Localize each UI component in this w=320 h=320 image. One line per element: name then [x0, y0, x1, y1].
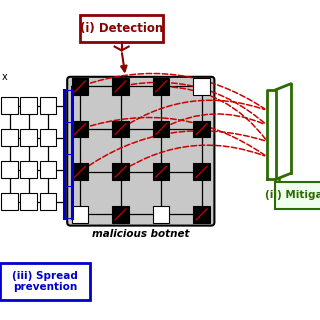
FancyBboxPatch shape	[0, 263, 90, 300]
Bar	[153, 164, 169, 180]
Bar	[112, 78, 129, 95]
Bar	[1, 129, 18, 146]
Text: (i) Detection: (i) Detection	[80, 22, 163, 35]
FancyBboxPatch shape	[275, 181, 320, 209]
Bar	[193, 206, 210, 223]
Text: (ii) Mitigati...: (ii) Mitigati...	[265, 190, 320, 200]
Bar	[193, 164, 210, 180]
Bar	[153, 206, 169, 223]
Bar	[40, 193, 56, 210]
Bar	[20, 129, 37, 146]
FancyBboxPatch shape	[80, 15, 163, 43]
Bar	[1, 161, 18, 178]
Bar	[40, 97, 56, 114]
Bar	[193, 78, 210, 95]
Bar	[20, 193, 37, 210]
Bar	[20, 97, 37, 114]
Bar	[72, 206, 88, 223]
Bar	[1, 193, 18, 210]
Text: x: x	[2, 72, 7, 82]
Bar	[1, 97, 18, 114]
FancyBboxPatch shape	[67, 77, 214, 226]
Bar	[72, 164, 88, 180]
Text: malicious botnet: malicious botnet	[92, 229, 189, 239]
Bar	[72, 78, 88, 95]
Bar	[40, 129, 56, 146]
Bar	[153, 121, 169, 137]
Bar	[193, 121, 210, 137]
Text: (iii) Spread
prevention: (iii) Spread prevention	[12, 271, 78, 292]
Bar	[112, 121, 129, 137]
Bar	[112, 164, 129, 180]
Bar	[40, 161, 56, 178]
Bar	[20, 161, 37, 178]
Bar	[112, 206, 129, 223]
Bar	[153, 78, 169, 95]
Bar	[72, 121, 88, 137]
